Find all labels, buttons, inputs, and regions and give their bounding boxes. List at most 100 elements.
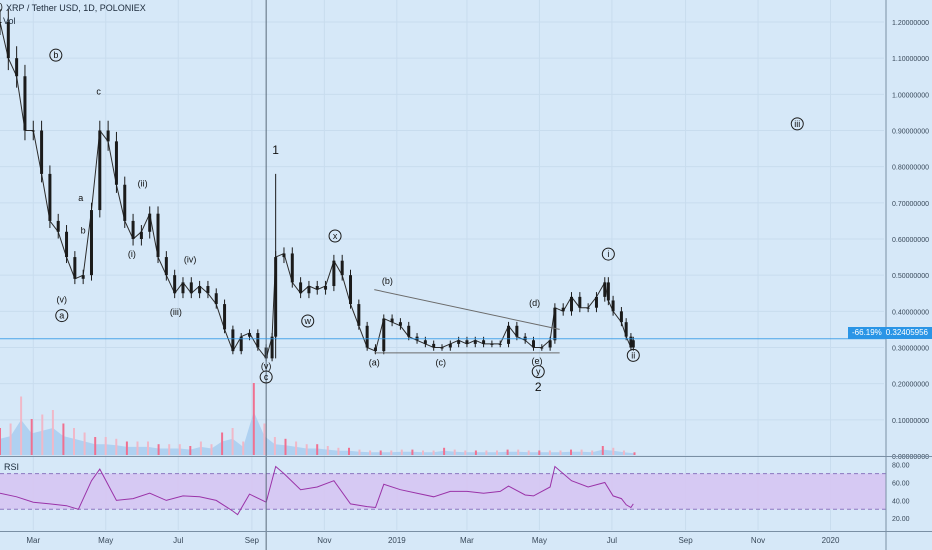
candle-body	[239, 336, 243, 352]
wave-label-circle	[328, 229, 342, 243]
wave-label: (ii)	[138, 179, 148, 189]
rsi-tick-label: 60.00	[892, 481, 910, 488]
price-change: -66.19%	[852, 328, 882, 337]
wave-label-circle	[601, 247, 615, 261]
candle-body	[373, 347, 377, 352]
candle-body	[270, 336, 274, 359]
x-tick-label: Sep	[678, 536, 693, 545]
volume-bar	[337, 447, 340, 455]
wave-label-circle	[531, 365, 545, 379]
volume-bar	[62, 423, 65, 455]
x-tick-label: Mar	[26, 536, 40, 545]
volume-panel	[0, 383, 636, 455]
wave-label: 1	[272, 143, 279, 157]
rsi-panel	[0, 465, 886, 516]
candle-body	[324, 286, 328, 290]
volume-bar	[231, 428, 234, 455]
candle-body	[432, 343, 436, 348]
last-price-badge: -66.19% 0.32405956	[848, 327, 932, 339]
y-tick-label: 1.20000000	[892, 20, 929, 27]
candle-body	[340, 260, 344, 276]
candle-body	[223, 304, 227, 330]
candle-body	[570, 296, 574, 312]
y-tick-label: 0.30000000	[892, 346, 929, 353]
rsi-band	[0, 473, 886, 510]
candle-body	[611, 300, 615, 312]
candle-body	[349, 275, 353, 305]
wave-label: (a)	[369, 358, 380, 368]
candle-body	[540, 347, 544, 349]
volume-bar	[178, 444, 181, 455]
x-tick-label: Jul	[607, 536, 617, 545]
y-tick-label: 0.10000000	[892, 418, 929, 425]
y-tick-label: 0.50000000	[892, 273, 929, 280]
rsi-tick-label: 20.00	[892, 516, 910, 523]
candle-body	[6, 22, 10, 59]
volume-bar	[295, 441, 298, 455]
candle-body	[619, 311, 623, 323]
volume-bar	[157, 444, 160, 455]
candle-body	[490, 343, 494, 345]
wave-label-circle	[55, 309, 69, 323]
candle-body	[440, 347, 444, 349]
volume-bar	[20, 396, 23, 455]
y-tick-label: 0.40000000	[892, 309, 929, 316]
candle-body	[282, 253, 286, 258]
wave-label-circle	[49, 48, 63, 62]
volume-bar	[41, 414, 44, 455]
chart-title: XRP / Tether USD, 1D, POLONIEX	[6, 3, 146, 13]
candle-body	[23, 76, 27, 131]
candle-body	[214, 293, 218, 305]
candle-body	[624, 322, 628, 337]
candle-body	[407, 325, 411, 337]
volume-bar	[591, 450, 594, 455]
candle-body	[332, 260, 336, 287]
candle-body	[114, 141, 118, 185]
x-tick-label: Mar	[460, 536, 474, 545]
volume-bar	[326, 446, 329, 455]
volume-bar	[633, 452, 636, 455]
candle-body	[189, 282, 193, 294]
volume-bar	[199, 441, 202, 455]
y-tick-label: 0.60000000	[892, 237, 929, 244]
wave-label: a	[59, 311, 64, 321]
candle-body	[457, 340, 461, 344]
candle-body	[473, 340, 477, 344]
wave-label: (v)	[261, 361, 272, 371]
x-tick-label: May	[532, 536, 547, 545]
wave-label: 2	[535, 380, 542, 394]
rsi-line	[0, 465, 634, 516]
volume-bar	[210, 444, 213, 455]
wave-label: (v)	[57, 294, 68, 304]
wave-label: (c)	[436, 358, 447, 368]
rsi-tick-label: 80.00	[892, 463, 910, 470]
wave-label: (v)	[0, 1, 3, 11]
rsi-tick-label: 40.00	[892, 498, 910, 505]
candle-body	[365, 325, 369, 348]
candle-body	[15, 58, 19, 77]
wave-label: ii	[631, 350, 635, 360]
candle-body	[629, 336, 633, 348]
volume-bar	[358, 449, 361, 455]
candle-body	[248, 333, 252, 337]
candle-body	[561, 307, 565, 312]
y-tick-label: 1.00000000	[892, 92, 929, 99]
volume-bar	[316, 444, 319, 455]
volume-bar	[622, 450, 625, 455]
volume-bar	[115, 438, 118, 455]
candle-body	[553, 307, 557, 341]
wave-label: c	[264, 372, 269, 382]
candle-body	[148, 213, 152, 232]
volume-bar	[83, 432, 86, 455]
volume-bar	[601, 446, 604, 455]
candle-body	[448, 343, 452, 348]
volume-bar	[379, 450, 382, 455]
volume-bar	[168, 444, 171, 455]
volume-bar	[548, 450, 551, 455]
x-tick-label: Sep	[245, 536, 260, 545]
volume-bar	[517, 449, 520, 455]
volume-bar	[464, 450, 467, 455]
trendline	[374, 289, 560, 330]
candle-body	[390, 318, 394, 323]
